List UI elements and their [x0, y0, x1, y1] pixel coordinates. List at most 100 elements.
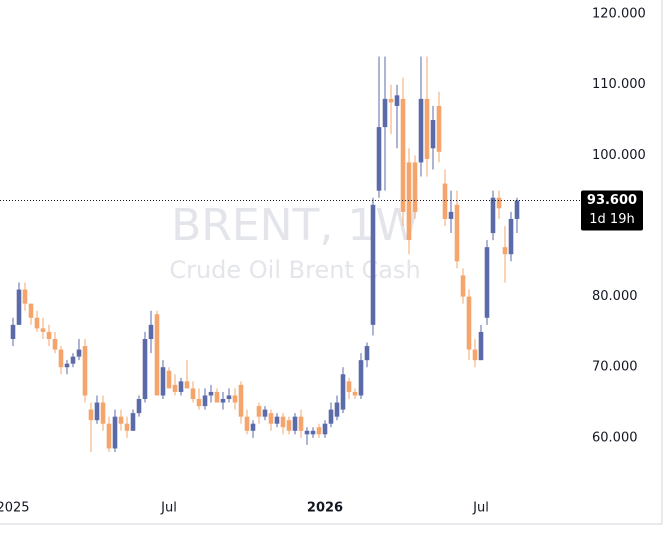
- candle-body: [436, 105, 442, 152]
- candle-body: [358, 360, 364, 396]
- candle-body: [418, 98, 424, 163]
- candle-body: [454, 204, 460, 262]
- candle-body: [226, 395, 232, 400]
- candle-body: [376, 127, 382, 191]
- candle-body: [268, 413, 274, 424]
- candle-body: [514, 200, 520, 219]
- candle-body: [34, 317, 40, 329]
- x-tick-label: 2025: [0, 501, 30, 516]
- candle-body: [424, 98, 430, 159]
- candle-body: [484, 247, 490, 318]
- candle-body: [22, 289, 28, 304]
- candle-body: [238, 384, 244, 417]
- candle-body: [460, 275, 466, 297]
- candle-body: [106, 423, 112, 449]
- candle-body: [76, 349, 82, 357]
- candle-body: [352, 391, 358, 396]
- candle-body: [280, 416, 286, 428]
- x-tick-label: 2026: [307, 501, 343, 516]
- candle-body: [328, 409, 334, 424]
- candle-body: [244, 416, 250, 431]
- candle-body: [262, 409, 268, 417]
- candle-body: [82, 346, 88, 396]
- watermark-subtitle: Crude Oil Brent Cash: [169, 256, 420, 284]
- candle-body: [130, 413, 136, 431]
- candle-body: [40, 328, 46, 332]
- candle-body: [142, 338, 148, 400]
- candle-body: [304, 430, 310, 435]
- candle-body: [448, 211, 454, 219]
- candle-body: [502, 247, 508, 255]
- candle-body: [442, 183, 448, 219]
- candle-body: [334, 402, 340, 417]
- candle-body: [196, 399, 202, 407]
- candle-body: [316, 427, 322, 435]
- candle-body: [124, 423, 130, 431]
- candle-body: [208, 391, 214, 396]
- candle-body: [88, 409, 94, 421]
- candle-body: [286, 420, 292, 431]
- candle-body: [70, 356, 76, 364]
- candle-body: [64, 363, 70, 368]
- candle-body: [496, 197, 502, 209]
- last-price-label: 93.600: [587, 193, 637, 208]
- candle-body: [256, 406, 262, 417]
- candle-body: [406, 162, 412, 241]
- candle-body: [214, 391, 220, 403]
- candle-body: [472, 349, 478, 361]
- candle-body: [148, 324, 154, 339]
- candle-body: [154, 314, 160, 396]
- candle-body: [52, 338, 58, 350]
- candle-body: [310, 430, 316, 435]
- watermark-title: BRENT, 1W: [171, 200, 419, 251]
- x-tick-label: Jul: [472, 501, 489, 516]
- candle-body: [232, 395, 238, 403]
- candle-body: [298, 416, 304, 431]
- candle-body: [184, 381, 190, 389]
- candle-body: [178, 381, 184, 392]
- candle-body: [322, 423, 328, 435]
- y-tick-label: 110.000: [592, 77, 646, 92]
- candle-body: [160, 367, 166, 396]
- candle-body: [58, 349, 64, 368]
- y-tick-label: 100.000: [592, 148, 646, 163]
- candle-body: [16, 289, 22, 325]
- y-tick-label: 70.000: [592, 360, 638, 375]
- candle-body: [136, 399, 142, 414]
- candle-body: [46, 331, 52, 339]
- candle-body: [394, 95, 400, 106]
- candle-body: [508, 218, 514, 255]
- candle-body: [202, 395, 208, 407]
- candle-body: [364, 346, 370, 361]
- y-tick-label: 120.000: [592, 7, 646, 22]
- candle-body: [172, 384, 178, 392]
- candle-body: [346, 381, 352, 392]
- candle-body: [220, 399, 226, 403]
- candle-body: [370, 204, 376, 325]
- candle-body: [274, 416, 280, 424]
- candle-body: [490, 197, 496, 234]
- last-price-box: [581, 190, 643, 231]
- candle-body: [400, 98, 406, 212]
- candle-body: [112, 416, 118, 449]
- candle-body: [10, 324, 16, 339]
- candle-body: [190, 388, 196, 400]
- candle-body: [292, 416, 298, 431]
- y-tick-label: 60.000: [592, 430, 638, 445]
- y-tick-label: 80.000: [592, 289, 638, 304]
- candle-body: [340, 374, 346, 410]
- candle-body: [430, 120, 436, 149]
- x-tick-label: Jul: [160, 501, 177, 516]
- candle-body: [28, 303, 34, 318]
- candle-body: [166, 370, 172, 389]
- candle-body: [382, 98, 388, 128]
- candle-body: [388, 98, 394, 103]
- candle-body: [250, 423, 256, 431]
- candle-body: [466, 296, 472, 350]
- candle-body: [100, 402, 106, 424]
- candle-body: [94, 402, 100, 421]
- candle-body: [478, 331, 484, 361]
- candle-body: [412, 162, 418, 212]
- candle-body: [118, 416, 124, 424]
